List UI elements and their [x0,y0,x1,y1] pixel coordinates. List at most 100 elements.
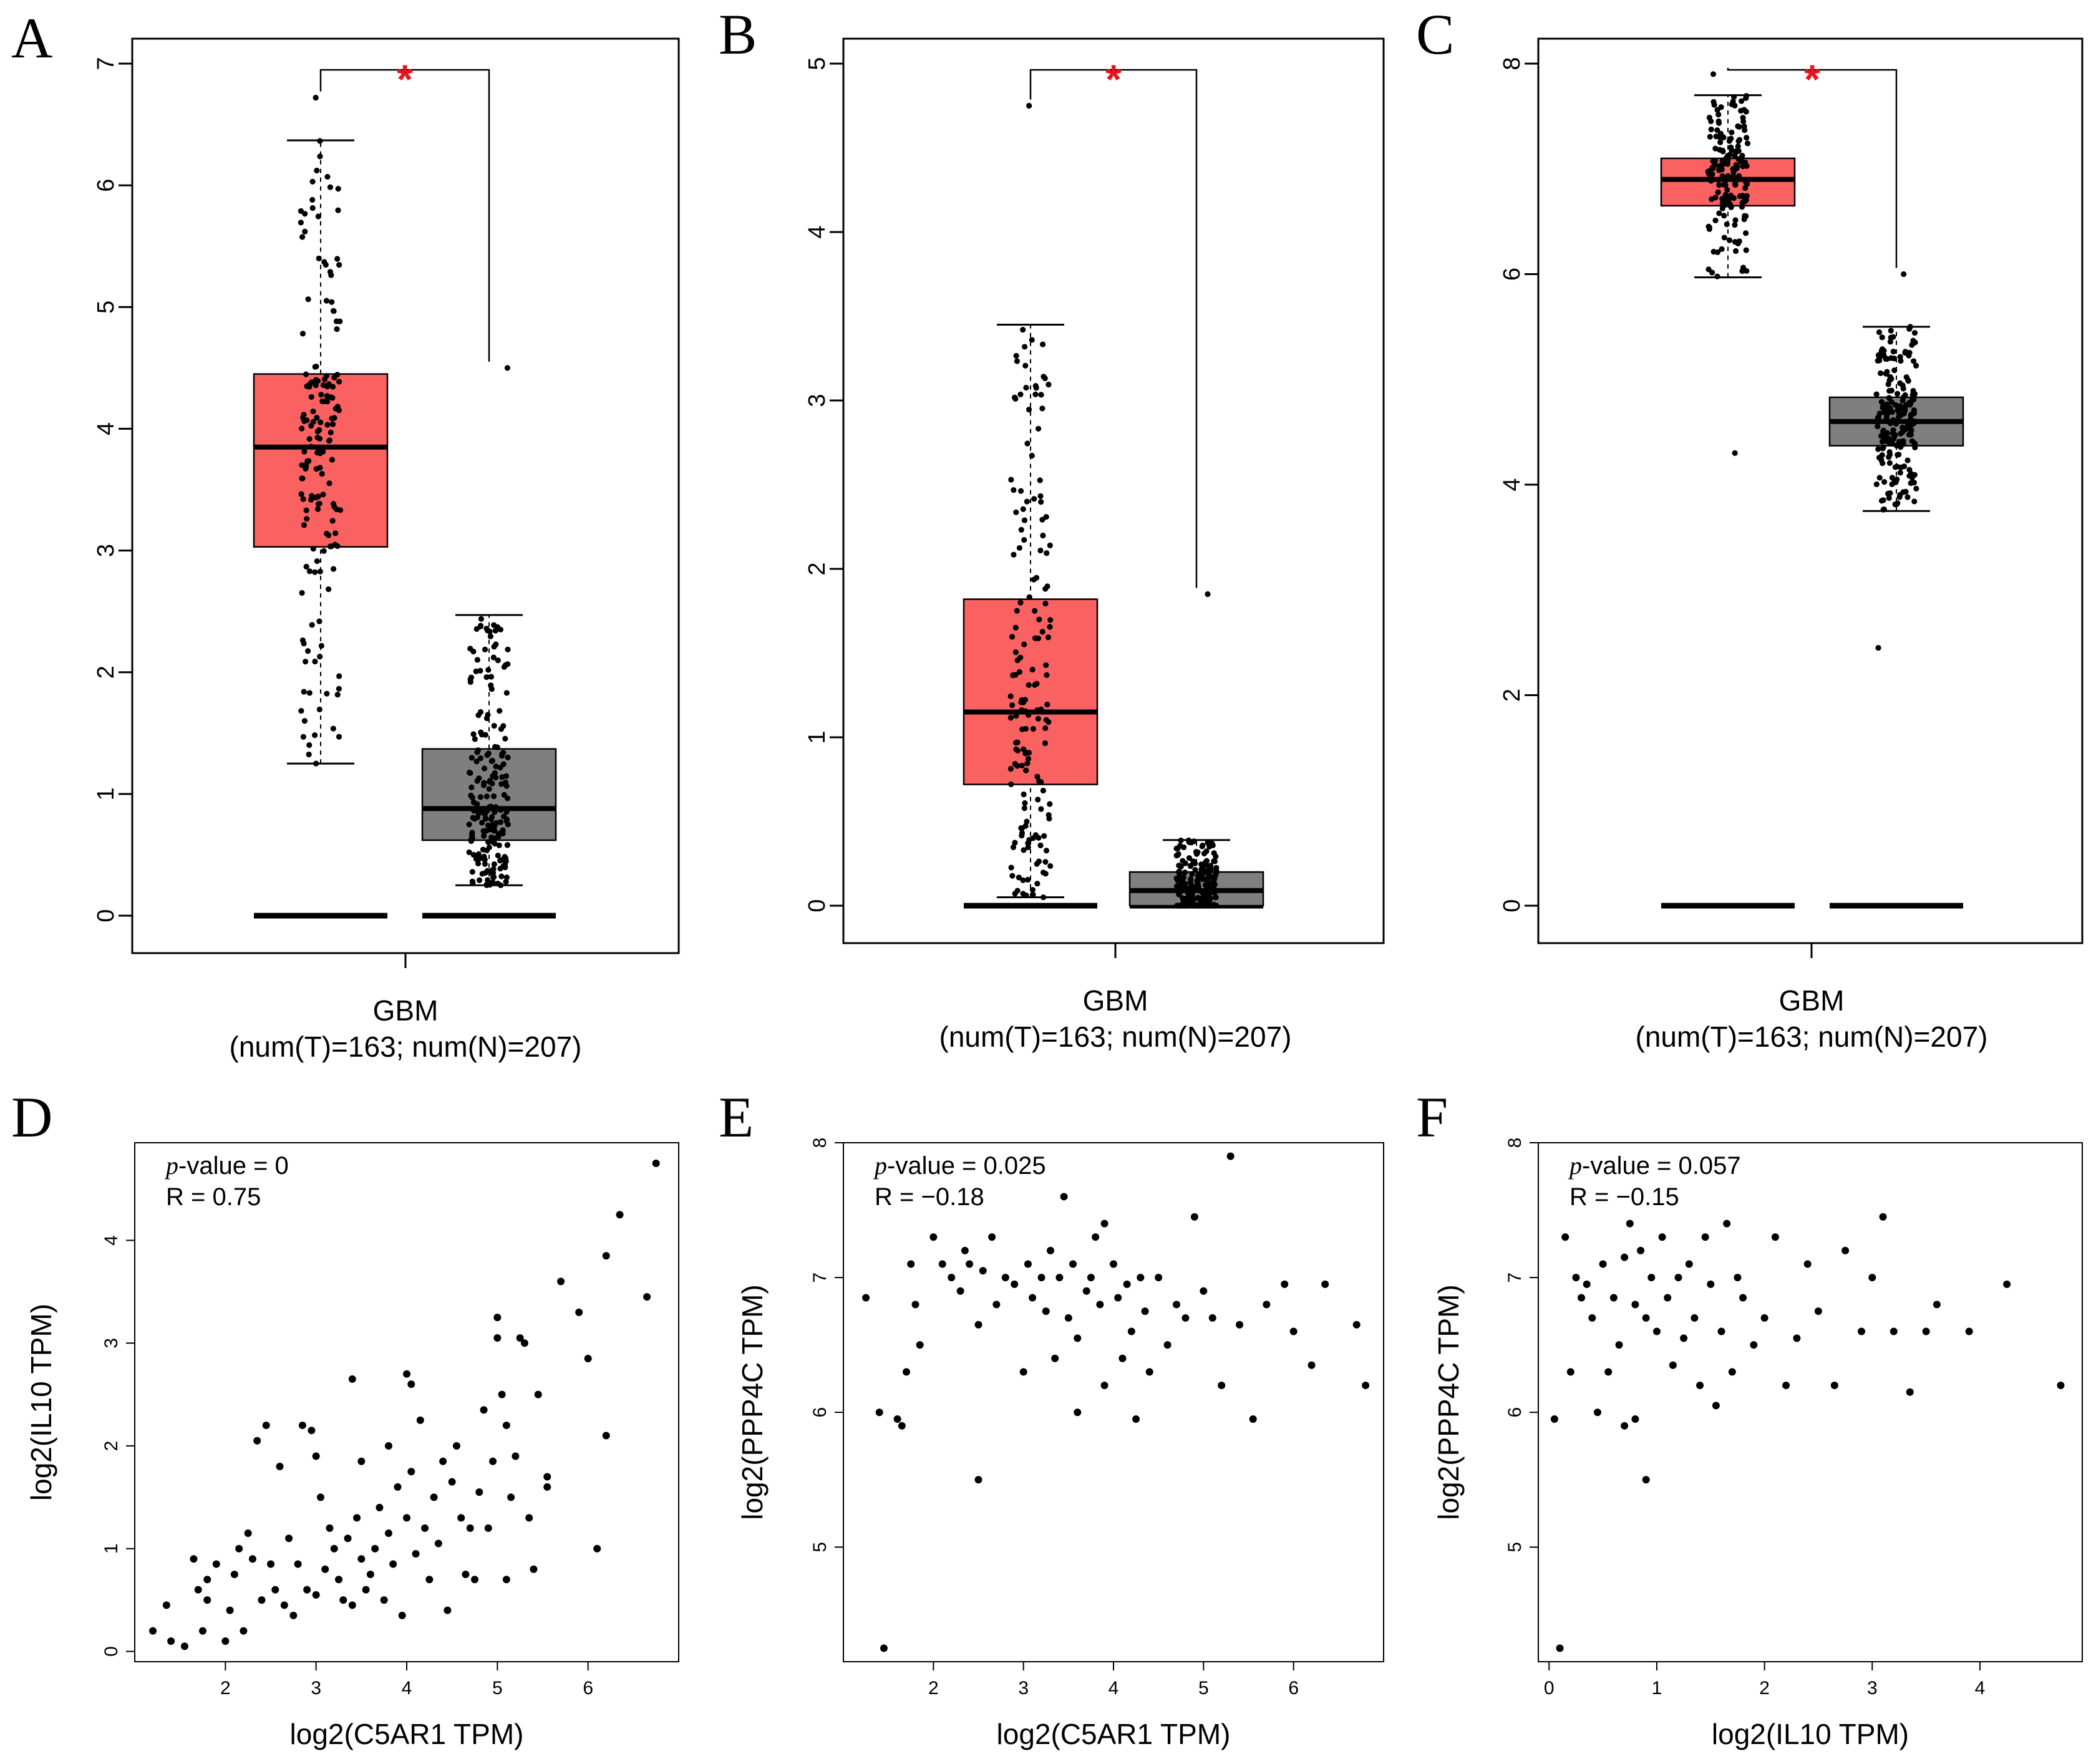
scatter-point [1841,1246,1850,1254]
data-point [480,855,487,862]
scatter-point [1803,1260,1812,1268]
data-point [336,407,342,414]
scatter-point [439,1457,447,1465]
data-point [1732,152,1738,159]
data-point [1180,880,1186,886]
data-point [490,870,497,876]
scatter-point [584,1354,592,1362]
scatter-point [1096,1301,1104,1309]
scatter-point [1674,1274,1682,1282]
data-point [503,878,509,885]
data-point [1199,889,1205,896]
p-value-label: -value = 0.025 [887,1152,1046,1180]
data-point [318,642,324,649]
data-point [301,448,308,455]
data-point [1175,869,1182,875]
data-point [1186,891,1193,898]
r-value-text: R = 0.75 [166,1183,261,1211]
data-point [493,763,499,770]
scatter-point [1599,1260,1607,1268]
scatter-point [489,1457,497,1465]
data-point [1187,863,1194,870]
data-point [472,815,478,822]
data-point [499,753,505,759]
data-point [1896,452,1902,458]
data-point [1044,550,1050,556]
scatter-point [1550,1415,1558,1423]
data-point [1907,324,1913,330]
data-point [336,379,342,385]
data-point [1205,863,1211,869]
plot-frame [843,1142,1384,1662]
data-point [1743,230,1749,236]
data-point [329,457,336,463]
data-point [1021,746,1027,752]
r-value-text: R = −0.18 [875,1183,984,1211]
scatter-point [357,1555,366,1563]
data-point [1192,867,1198,873]
data-point [475,712,482,719]
scatter-point [1118,1354,1127,1362]
data-point [1211,858,1217,865]
data-point [1031,496,1037,502]
data-point [1879,452,1885,458]
data-point [1712,217,1719,224]
scatter-point [280,1601,288,1609]
data-point [488,758,495,764]
data-point [330,725,336,732]
data-point [1020,877,1026,883]
scatter-point [230,1570,238,1578]
data-point [299,234,306,240]
data-point [1730,169,1737,176]
data-point [1743,180,1749,186]
data-point [491,861,497,868]
data-point [1909,438,1916,444]
scatter-point [353,1514,361,1522]
data-point [1202,882,1209,888]
data-point [1721,235,1727,241]
data-point [1893,420,1899,427]
data-point [1715,120,1722,126]
scatter-point [493,1334,502,1342]
data-point [1725,158,1731,164]
scatter-point [407,1380,415,1388]
scatter-point [652,1159,660,1167]
data-point [1883,356,1889,362]
data-point [300,734,306,740]
data-point [1025,755,1032,762]
data-point [483,847,490,853]
scatter-point [480,1406,488,1414]
data-point [1895,390,1901,397]
box-tumor [963,598,1099,785]
panel-d: D 2 3 4 5 6 0 1 2 3 4 log2(C5AR1 TPM) log2(IL10 TPM… [11,1085,679,1750]
data-point [333,318,340,324]
data-point [477,755,483,762]
scatter-point [240,1627,248,1635]
data-point [329,415,335,422]
data-point [1181,870,1188,876]
data-point [1195,872,1201,878]
scatter-point [1604,1368,1613,1376]
data-point [1719,173,1725,179]
data-point [298,707,304,714]
data-point [299,425,305,432]
data-point [299,331,306,337]
data-point [1738,107,1744,114]
data-point [1181,886,1188,893]
data-point [1728,204,1734,210]
data-point [1876,329,1883,336]
data-point [467,770,473,776]
data-point [321,548,327,555]
scatter-point [1100,1219,1109,1228]
data-point [298,491,304,497]
data-point [1038,806,1044,812]
data-point [1209,840,1215,847]
data-point [1739,98,1745,104]
data-point [483,715,490,722]
plot-frame [842,37,1385,944]
scatter-point [916,1341,924,1349]
data-point [1040,532,1046,539]
data-point [1884,369,1890,375]
y-tick-label: 8 [1505,1138,1525,1148]
data-point [321,376,327,382]
